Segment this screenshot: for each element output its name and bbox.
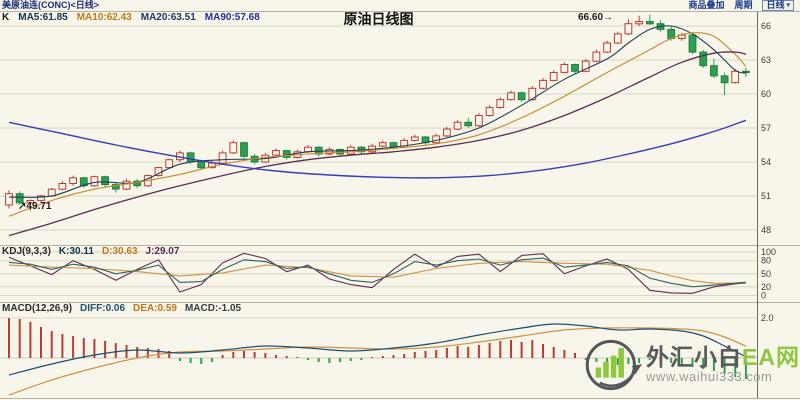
svg-text:48: 48: [761, 225, 771, 235]
svg-text:57: 57: [761, 123, 771, 133]
watermark-name-green: EA网: [742, 343, 800, 370]
legend-k: K: [2, 12, 10, 23]
svg-text:50: 50: [761, 269, 771, 279]
period-dropdown-value: 日线: [766, 0, 785, 10]
gridlines: [0, 11, 800, 399]
ma20-line: [8, 51, 747, 237]
candlestick-panel: [5, 14, 750, 211]
arrow-right-icon: →: [603, 12, 614, 23]
legend-ma90: MA90:57.68: [204, 12, 260, 23]
kdj-j-value: J:29.07: [145, 246, 180, 257]
svg-text:51: 51: [761, 191, 771, 201]
svg-text:54: 54: [761, 157, 771, 167]
svg-text:66: 66: [761, 21, 771, 31]
macd-panel: [8, 318, 747, 396]
kdj-panel: [8, 252, 746, 294]
watermark-logo-icon: [585, 339, 643, 390]
kdj-k-value: K:30.11: [58, 246, 94, 257]
macd-legend: MACD(12,26,9) DIFF:0.06 DEA:0.59 MACD:-1…: [2, 303, 241, 314]
watermark-url: www.waihui333.com: [646, 368, 773, 384]
watermark-text: 外汇小白EA网 www.waihui333.com: [646, 345, 800, 385]
ma-legend: K MA5:61.85 MA10:62.43 MA20:63.51 MA90:5…: [2, 12, 260, 24]
dea-line: [8, 327, 747, 396]
macd-diff-value: DIFF:0.06: [80, 303, 126, 314]
svg-text:0: 0: [761, 291, 766, 301]
diff-line: [8, 323, 747, 376]
svg-text:100: 100: [761, 247, 776, 257]
kdj-k-line: [8, 257, 746, 288]
ma5-line: [8, 25, 747, 198]
annotation-low-text: 49.71: [26, 201, 52, 212]
annotation-peak-price: 66.60→: [578, 12, 613, 23]
arrow-up-right-icon: ↗: [18, 201, 27, 212]
kdj-name: KDJ(9,3,3): [2, 246, 51, 257]
svg-text:2.0: 2.0: [761, 313, 774, 323]
kdj-legend: KDJ(9,3,3) K:30.11 D:30.63 J:29.07: [2, 246, 179, 257]
top-links: 商品叠加 周期 日线 ▾: [688, 0, 794, 11]
ma10-line: [8, 32, 747, 217]
chevron-down-icon: ▾: [786, 2, 790, 9]
annotation-peak-text: 66.60: [578, 12, 604, 23]
overlay-link[interactable]: 商品叠加: [688, 0, 725, 10]
ma-lines: [8, 25, 747, 237]
legend-ma5: MA5:61.85: [18, 12, 68, 23]
ma90-line: [8, 119, 747, 179]
legend-ma20: MA20:63.51: [140, 12, 196, 23]
period-link[interactable]: 周期: [734, 0, 753, 10]
period-dropdown[interactable]: 日线 ▾: [762, 0, 794, 11]
macd-name: MACD(12,26,9): [2, 303, 73, 314]
symbol-label: 美原油连(CONC)<日线>: [2, 0, 100, 10]
annotation-low-price: ↗49.71: [18, 201, 51, 212]
kdj-d-line: [8, 261, 746, 284]
top-bar: 美原油连(CONC)<日线> 商品叠加 周期 日线 ▾: [0, 0, 800, 11]
svg-text:80: 80: [761, 256, 771, 266]
macd-dea-value: DEA:0.59: [133, 303, 177, 314]
watermark-name-dark: 外汇小白: [646, 343, 743, 370]
svg-text:20: 20: [761, 282, 771, 292]
legend-ma10: MA10:62.43: [76, 12, 132, 23]
svg-text:63: 63: [761, 55, 771, 65]
svg-text:60: 60: [761, 89, 771, 99]
kdj-d-value: D:30.63: [101, 246, 138, 257]
watermark: 外汇小白EA网 www.waihui333.com: [583, 331, 800, 398]
macd-macd-value: MACD:-1.05: [184, 303, 242, 314]
